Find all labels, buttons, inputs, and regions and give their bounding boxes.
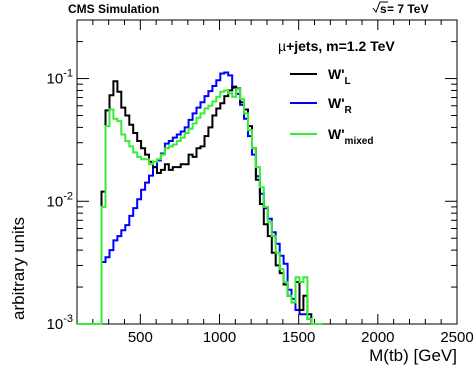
legend-entry: W'mixed: [328, 126, 373, 147]
legend-main: W': [328, 66, 345, 82]
legend-main: W': [328, 95, 345, 111]
series-layer: [77, 71, 324, 325]
series-2-line: [77, 88, 324, 325]
y-tick-exponent: -2: [63, 190, 73, 202]
y-tick-base: 10: [47, 316, 64, 333]
legend-entry: W'L: [328, 66, 351, 87]
y-tick-exponent: -1: [63, 68, 73, 80]
legend-sub: R: [345, 105, 353, 116]
x-tick-label: 1000: [203, 329, 236, 346]
y-tick-base: 10: [47, 193, 64, 210]
x-tick-label: 500: [128, 329, 153, 346]
energy-root: s: [380, 2, 387, 16]
y-axis-label: arbitrary units: [9, 217, 28, 320]
legend-sub: L: [345, 76, 351, 87]
mu-symbol: µ: [278, 38, 286, 54]
series-0-line: [77, 80, 324, 325]
annotation: µ+jets, m=1.2 TeV: [278, 38, 395, 54]
y-tick-label: 10-3: [47, 313, 73, 333]
plot-frame: [76, 19, 458, 325]
legend-sub: mixed: [345, 136, 374, 147]
legend-main: W': [328, 126, 345, 142]
x-tick-label: 2000: [361, 329, 394, 346]
y-tick-base: 10: [47, 71, 64, 88]
series-1-line: [77, 71, 324, 325]
energy-label: s = 7 TeV: [372, 1, 428, 16]
legend: W'LW'RW'mixed: [290, 66, 373, 147]
sqrt-sign: [372, 1, 388, 14]
y-tick-label: 10-2: [47, 190, 73, 210]
annotation-text: +jets, m=1.2 TeV: [286, 38, 395, 54]
energy-value: = 7 TeV: [387, 2, 428, 16]
cms-simulation-label: CMS Simulation: [68, 2, 159, 16]
y-tick-label: 10-1: [47, 68, 73, 88]
x-tick-label: 1500: [282, 329, 315, 346]
x-tick-label: 2500: [440, 329, 473, 346]
y-tick-exponent: -3: [63, 313, 73, 325]
x-tick-labels: 500 1000 1500 2000 2500: [128, 329, 473, 346]
x-axis-label: M(tb) [GeV]: [369, 346, 457, 365]
legend-entry: W'R: [328, 95, 353, 116]
axis-ticks: [76, 20, 458, 325]
y-tick-labels: 10-310-210-1: [47, 68, 73, 333]
